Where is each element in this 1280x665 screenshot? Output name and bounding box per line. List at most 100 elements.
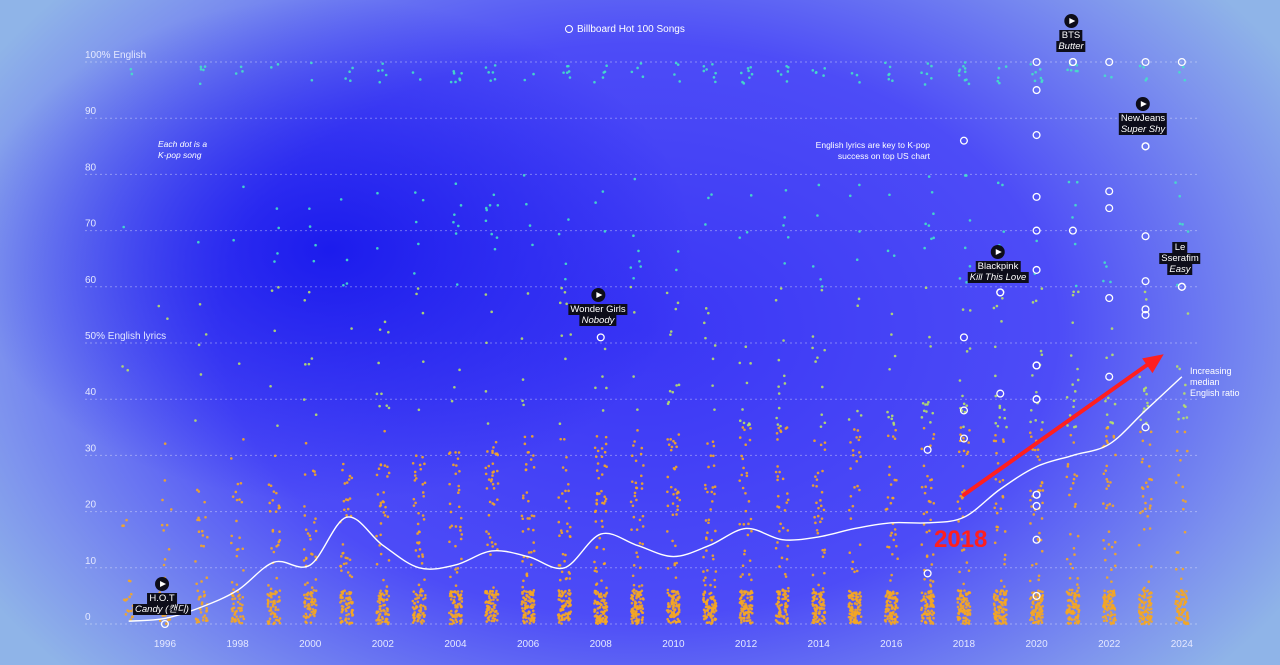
play-icon[interactable] — [991, 245, 1005, 259]
song-dot — [667, 605, 670, 609]
song-newjeans-super-shy[interactable]: NewJeans Super Shy — [1118, 97, 1168, 135]
song-wonder-girls-nobody[interactable]: Wonder Girls Nobody — [568, 288, 628, 326]
song-dot — [858, 81, 861, 84]
song-dot — [711, 357, 715, 361]
song-dot — [702, 579, 706, 582]
song-dot — [849, 467, 852, 470]
song-dot — [1002, 610, 1005, 614]
song-dot — [1103, 547, 1107, 550]
song-blackpink-kill-this-love[interactable]: Blackpink Kill This Love — [967, 245, 1029, 283]
song-dot — [456, 592, 460, 596]
song-dot — [422, 597, 425, 601]
song-dot — [960, 496, 964, 500]
song-dot — [707, 196, 710, 200]
song-dot — [275, 491, 278, 495]
song-dot — [930, 237, 933, 241]
song-dot — [855, 436, 858, 439]
song-dot — [738, 419, 742, 423]
song-dot — [640, 446, 644, 450]
song-dot — [1103, 614, 1107, 618]
song-dot — [605, 465, 608, 469]
song-dot — [269, 484, 273, 488]
song-dot — [676, 63, 680, 66]
song-dot — [600, 473, 604, 476]
song-dot — [595, 434, 599, 438]
song-dot — [884, 610, 888, 614]
song-dot — [703, 483, 707, 487]
song-dot — [895, 592, 898, 595]
song-dot — [747, 500, 751, 503]
song-dot — [1174, 599, 1178, 603]
song-dot — [1066, 462, 1070, 466]
song-dot — [455, 615, 458, 618]
x-tick-label: 2000 — [299, 639, 322, 650]
song-dot — [959, 607, 962, 611]
song-dot — [632, 234, 635, 238]
song-dot — [203, 65, 207, 68]
song-dot — [525, 491, 529, 494]
song-dot — [885, 599, 889, 603]
song-hot-candy[interactable]: H.O.T Candy (캔디) — [133, 577, 191, 615]
song-dot — [566, 522, 569, 525]
song-dot — [530, 613, 534, 617]
song-dot — [676, 301, 680, 305]
song-dot — [205, 606, 208, 610]
song-dot — [231, 606, 235, 610]
highlighted-song-ring — [1141, 142, 1150, 151]
song-dot — [484, 591, 487, 595]
song-dot — [274, 510, 278, 513]
play-icon[interactable] — [1136, 97, 1150, 111]
song-dot — [414, 477, 418, 480]
song-dot — [672, 439, 675, 443]
play-icon[interactable] — [590, 288, 605, 302]
song-dot — [561, 466, 565, 469]
song-bts-butter[interactable]: BTS Butter — [1056, 14, 1086, 52]
play-icon[interactable] — [154, 577, 169, 591]
play-icon[interactable] — [1063, 14, 1078, 28]
song-le-sserafim-easy[interactable]: Le Sserafim Easy — [1159, 242, 1201, 275]
song-dot — [635, 596, 638, 600]
song-dot — [1001, 597, 1004, 601]
song-dot — [638, 591, 641, 594]
song-dot — [1075, 180, 1079, 184]
song-dot — [569, 599, 572, 602]
song-dot — [1104, 596, 1108, 599]
song-dot — [269, 612, 273, 616]
highlight-ring — [1032, 226, 1041, 235]
song-dot — [967, 601, 971, 605]
song-dot — [348, 596, 351, 599]
song-dot — [1037, 578, 1040, 582]
song-dot — [487, 608, 491, 611]
song-dot — [205, 576, 209, 579]
song-dot — [811, 265, 815, 268]
song-dot — [1177, 473, 1180, 477]
song-dot — [385, 598, 389, 601]
song-dot — [886, 603, 889, 606]
song-dot — [777, 358, 781, 362]
song-dot — [417, 555, 421, 558]
song-dot — [920, 606, 924, 610]
song-dot — [492, 595, 495, 599]
song-dot — [457, 224, 460, 228]
song-dot — [852, 591, 856, 595]
song-dot — [484, 472, 488, 476]
song-dot — [485, 620, 489, 623]
song-dot — [785, 557, 789, 561]
song-dot — [823, 448, 827, 451]
song-dot — [891, 79, 894, 83]
song-dot — [347, 617, 351, 621]
song-dot — [531, 243, 534, 247]
song-dot — [560, 286, 563, 290]
song-dot — [274, 590, 277, 593]
song-dot — [1150, 620, 1153, 623]
song-dot — [920, 416, 924, 419]
song-dot — [1003, 416, 1007, 420]
song-dot — [925, 530, 929, 534]
song-dot — [526, 517, 530, 520]
song-dot — [814, 475, 817, 478]
song-dot — [963, 78, 967, 82]
song-dot — [496, 204, 500, 207]
song-dot — [532, 603, 536, 606]
song-dot — [811, 602, 814, 606]
song-dot — [423, 613, 427, 617]
